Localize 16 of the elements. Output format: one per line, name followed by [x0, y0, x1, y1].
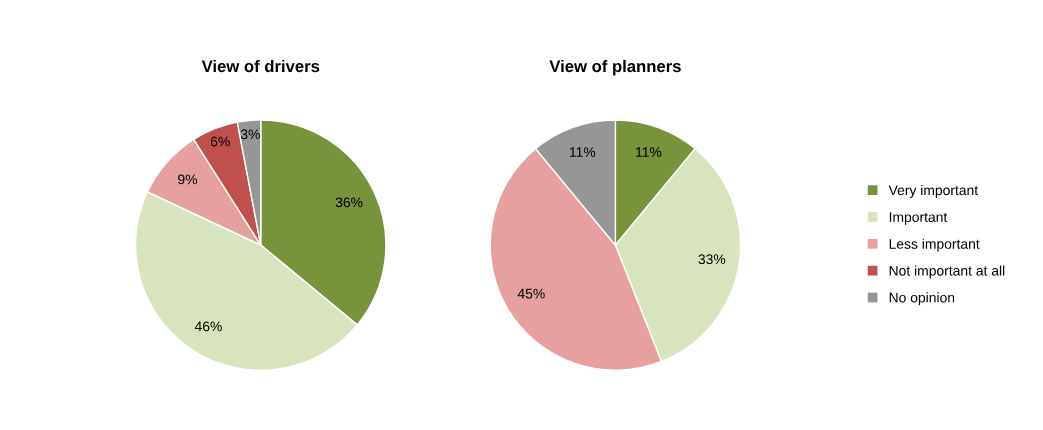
data-label: 3% — [240, 129, 260, 140]
data-label: 33% — [698, 254, 726, 265]
data-label: 6% — [210, 136, 230, 147]
data-label: 45% — [517, 288, 545, 299]
chart-title: View of drivers — [201, 59, 320, 73]
data-label: 11% — [636, 147, 662, 157]
data-label: 9% — [178, 174, 198, 185]
legend-label: Very important — [888, 184, 979, 198]
legend-label: Not important at all — [889, 265, 1005, 279]
legend-label: Important — [889, 212, 948, 225]
data-label: 36% — [335, 197, 363, 208]
data-label: 11% — [569, 147, 596, 157]
legend-label: Less important — [889, 238, 980, 252]
legend-label: No opinion — [889, 292, 955, 306]
data-label: 46% — [194, 321, 222, 332]
chart-title: View of planners — [549, 59, 681, 76]
